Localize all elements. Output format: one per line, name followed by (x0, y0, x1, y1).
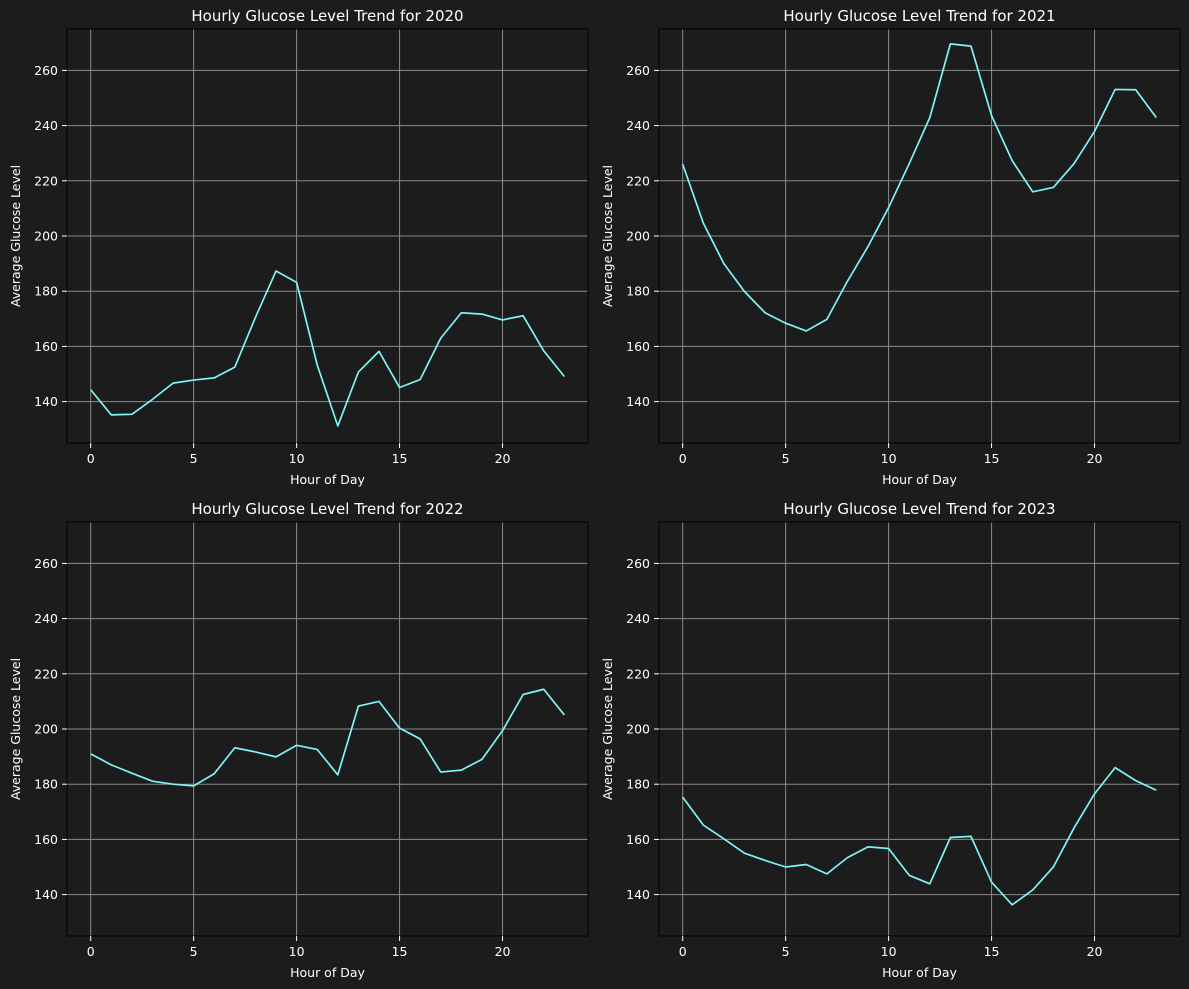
y-tick-label: 200 (34, 229, 58, 244)
x-axis-label: Hour of Day (290, 965, 365, 980)
x-tick-label: 15 (984, 944, 1000, 959)
x-tick-label: 0 (87, 944, 95, 959)
x-tick-label: 5 (190, 451, 198, 466)
y-tick-label: 160 (626, 832, 650, 847)
x-tick-label: 10 (881, 451, 897, 466)
y-tick-label: 140 (626, 887, 650, 902)
y-tick-label: 260 (34, 63, 58, 78)
x-axis-label: Hour of Day (290, 472, 365, 487)
y-tick-label: 140 (626, 394, 650, 409)
y-tick-label: 140 (34, 887, 58, 902)
x-tick-label: 15 (392, 451, 408, 466)
x-tick-label: 5 (190, 944, 198, 959)
x-tick-label: 5 (782, 944, 790, 959)
chart-panel-2: 0 5 10 15 20 140 160 180 200 220 240 260 Hourly Gluc… (600, 7, 1181, 487)
y-tick-label: 260 (626, 556, 650, 571)
y-tick-label: 260 (34, 556, 58, 571)
y-tick-label: 180 (34, 777, 58, 792)
y-axis-label: Average Glucose Level (600, 165, 615, 307)
chart-panel-3: 0 5 10 15 20 140 160 180 200 220 240 260 Hourly Gluc… (8, 500, 589, 980)
x-tick-label: 10 (289, 451, 305, 466)
x-tick-label: 0 (679, 944, 687, 959)
y-tick-label: 260 (626, 63, 650, 78)
x-tick-label: 20 (1087, 944, 1103, 959)
x-tick-label: 0 (679, 451, 687, 466)
y-tick-label: 180 (626, 284, 650, 299)
y-tick-label: 220 (34, 666, 58, 681)
y-tick-label: 220 (626, 173, 650, 188)
x-axis-label: Hour of Day (882, 965, 957, 980)
x-tick-label: 10 (881, 944, 897, 959)
x-tick-label: 15 (984, 451, 1000, 466)
series-line (681, 766, 1157, 906)
x-tick-label: 15 (392, 944, 408, 959)
chart-panel-4: 0 5 10 15 20 140 160 180 200 220 240 260 Hourly Gluc… (600, 500, 1181, 980)
x-tick-label: 20 (495, 451, 511, 466)
y-tick-label: 240 (626, 611, 650, 626)
chart-panel-1: 0 5 10 15 20 140 160 180 200 220 240 260 Hourly Gluc… (8, 7, 589, 487)
y-tick-label: 240 (626, 118, 650, 133)
y-axis-label: Average Glucose Level (8, 165, 23, 307)
x-tick-label: 10 (289, 944, 305, 959)
series-line (90, 270, 565, 427)
y-tick-label: 240 (34, 118, 58, 133)
y-tick-label: 220 (626, 666, 650, 681)
chart-title: Hourly Glucose Level Trend for 2022 (191, 500, 463, 518)
chart-title: Hourly Glucose Level Trend for 2023 (783, 500, 1055, 518)
y-tick-label: 160 (34, 339, 58, 354)
y-tick-label: 200 (34, 722, 58, 737)
y-tick-label: 140 (34, 394, 58, 409)
y-axis-label: Average Glucose Level (600, 658, 615, 800)
x-tick-label: 20 (495, 944, 511, 959)
y-tick-label: 160 (34, 832, 58, 847)
chart-title: Hourly Glucose Level Trend for 2021 (783, 7, 1055, 25)
chart-title: Hourly Glucose Level Trend for 2020 (191, 7, 463, 25)
y-tick-label: 220 (34, 173, 58, 188)
y-tick-label: 180 (34, 284, 58, 299)
series-line (90, 688, 565, 787)
y-tick-label: 160 (626, 339, 650, 354)
x-tick-label: 5 (782, 451, 790, 466)
x-tick-label: 20 (1087, 451, 1103, 466)
series-line (681, 43, 1158, 332)
y-tick-label: 240 (34, 611, 58, 626)
y-tick-label: 200 (626, 229, 650, 244)
x-axis-label: Hour of Day (882, 472, 957, 487)
y-axis-label: Average Glucose Level (8, 658, 23, 800)
y-tick-label: 180 (626, 777, 650, 792)
y-tick-label: 200 (626, 722, 650, 737)
x-tick-label: 0 (87, 451, 95, 466)
